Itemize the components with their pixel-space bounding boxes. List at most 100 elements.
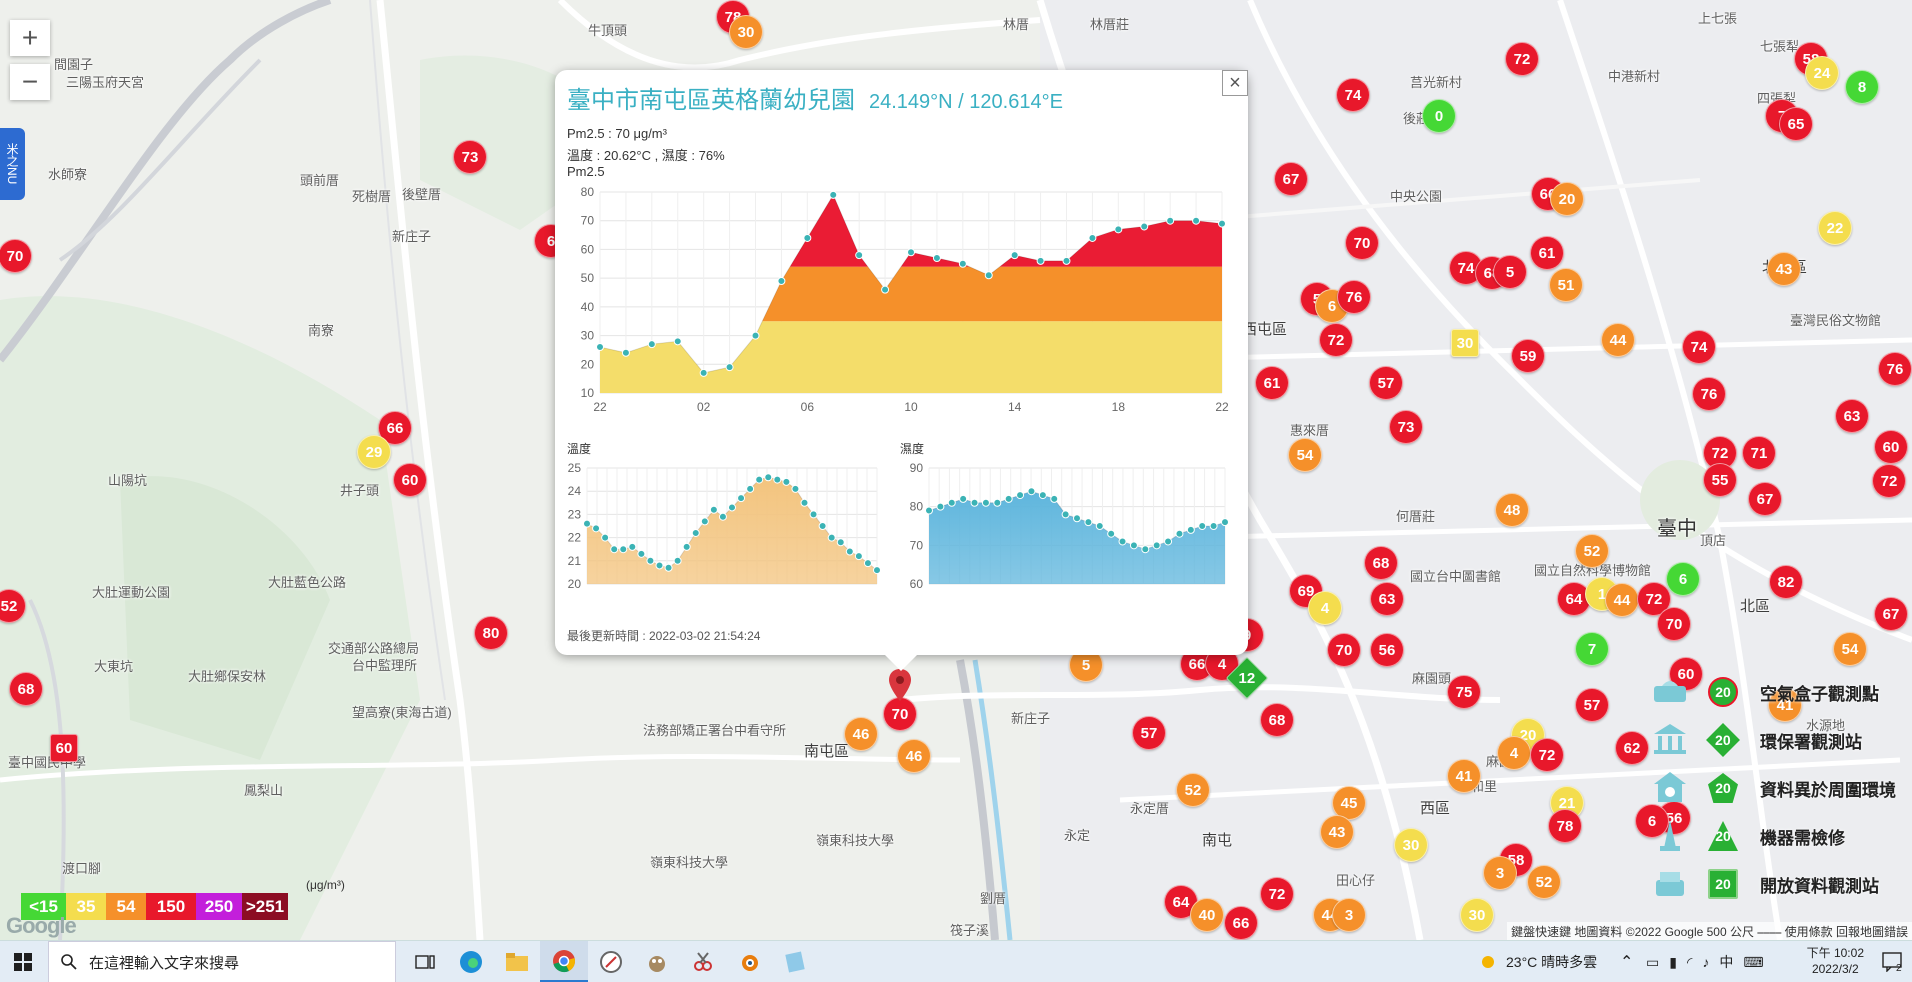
data-point[interactable] <box>592 524 601 533</box>
data-point[interactable] <box>1010 251 1019 260</box>
station-marker[interactable]: 68 <box>1364 546 1398 580</box>
station-marker[interactable]: 74 <box>1682 330 1716 364</box>
data-point[interactable] <box>1107 529 1116 538</box>
station-marker[interactable]: 30 <box>1460 898 1494 932</box>
station-marker[interactable]: 55 <box>1703 463 1737 497</box>
system-clock[interactable]: 下午 10:02 2022/3/2 <box>1807 945 1864 977</box>
legend-row-circle[interactable]: 20 空氣盒子觀測點 <box>1650 674 1910 712</box>
data-point[interactable] <box>881 285 890 294</box>
station-marker[interactable]: 72 <box>1505 42 1539 76</box>
station-marker[interactable]: 44 <box>1601 323 1635 357</box>
station-marker[interactable]: 67 <box>1748 482 1782 516</box>
data-point[interactable] <box>907 248 915 257</box>
station-marker[interactable]: 7 <box>1575 632 1609 666</box>
station-marker[interactable]: 71 <box>1742 436 1776 470</box>
station-marker[interactable]: 41 <box>1447 759 1481 793</box>
data-point[interactable] <box>737 494 746 503</box>
station-marker[interactable]: 51 <box>1549 268 1583 302</box>
data-point[interactable] <box>1198 522 1207 530</box>
station-marker[interactable]: 76 <box>1337 280 1371 314</box>
station-marker[interactable]: 48 <box>1495 493 1529 527</box>
tray-chevron-icon[interactable]: ⌃ <box>1620 954 1634 971</box>
data-point[interactable] <box>700 517 709 526</box>
data-point[interactable] <box>970 498 979 507</box>
data-point[interactable] <box>596 343 604 352</box>
data-point[interactable] <box>1218 219 1226 228</box>
station-marker[interactable]: 52 <box>0 589 26 623</box>
station-marker[interactable]: 57 <box>1132 716 1166 750</box>
station-marker[interactable]: 70 <box>1327 633 1361 667</box>
data-point[interactable] <box>1016 491 1025 500</box>
data-point[interactable] <box>725 363 734 372</box>
station-marker[interactable]: 70 <box>0 239 32 273</box>
data-point[interactable] <box>791 484 800 493</box>
app-icon-2[interactable] <box>634 941 680 982</box>
station-marker[interactable]: 43 <box>1767 252 1801 286</box>
station-marker[interactable]: 73 <box>1389 410 1423 444</box>
data-point[interactable] <box>709 505 718 514</box>
data-point[interactable] <box>993 498 1002 507</box>
station-marker[interactable]: 78 <box>1548 809 1582 843</box>
data-point[interactable] <box>1084 518 1093 527</box>
data-point[interactable] <box>628 542 637 551</box>
data-point[interactable] <box>773 475 782 484</box>
data-point[interactable] <box>1209 522 1218 530</box>
notification-button[interactable]: 2 <box>1882 941 1904 982</box>
data-point[interactable] <box>1166 216 1175 225</box>
station-marker[interactable]: 62 <box>1615 731 1649 765</box>
edge-app[interactable] <box>448 941 494 982</box>
weather-widget[interactable]: 23°C 晴時多雲 <box>1478 941 1597 982</box>
data-point[interactable] <box>621 348 630 357</box>
data-point[interactable] <box>583 519 591 528</box>
data-point[interactable] <box>610 545 619 554</box>
data-point[interactable] <box>925 506 933 515</box>
station-marker[interactable]: 68 <box>9 672 43 706</box>
station-marker[interactable]: 3 <box>1483 856 1517 890</box>
zoom-in-button[interactable]: + <box>10 20 50 56</box>
wifi-icon[interactable]: ◜ <box>1686 953 1693 970</box>
data-point[interactable] <box>932 254 941 263</box>
data-point[interactable] <box>673 337 682 346</box>
data-point[interactable] <box>803 233 812 242</box>
data-point[interactable] <box>691 528 700 537</box>
station-marker[interactable]: 6 <box>1635 804 1669 838</box>
keyboard-icon[interactable]: ⌨ <box>1743 953 1764 970</box>
data-point[interactable] <box>1152 541 1161 550</box>
data-point[interactable] <box>637 549 646 558</box>
station-marker[interactable]: 65 <box>1779 107 1813 141</box>
station-marker[interactable]: 41 <box>1768 688 1802 722</box>
data-point[interactable] <box>718 512 727 521</box>
data-point[interactable] <box>984 271 993 280</box>
station-marker[interactable]: 22 <box>1818 211 1852 245</box>
station-marker[interactable]: 73 <box>453 140 487 174</box>
data-point[interactable] <box>1164 537 1173 546</box>
legend-row-square[interactable]: 20 開放資料觀測站 <box>1650 866 1910 904</box>
data-point[interactable] <box>1036 256 1045 265</box>
station-marker[interactable]: 63 <box>1835 399 1869 433</box>
station-marker[interactable]: 30 <box>1451 329 1479 357</box>
station-marker[interactable]: 70 <box>1345 226 1379 260</box>
app-icon-1[interactable] <box>588 941 634 982</box>
data-point[interactable] <box>873 566 881 575</box>
data-point[interactable] <box>836 538 845 547</box>
data-point[interactable] <box>958 259 967 268</box>
station-marker[interactable]: 29 <box>357 435 391 469</box>
station-marker[interactable]: 63 <box>1370 582 1404 616</box>
data-point[interactable] <box>1221 518 1229 527</box>
data-point[interactable] <box>728 503 736 512</box>
data-point[interactable] <box>845 547 854 556</box>
data-point[interactable] <box>854 552 863 561</box>
data-point[interactable] <box>1050 494 1059 503</box>
legend-row-diamond[interactable]: 20 環保署觀測站 <box>1650 722 1910 760</box>
station-marker[interactable]: 30 <box>1394 828 1428 862</box>
station-marker[interactable]: 3 <box>1332 898 1366 932</box>
station-marker[interactable]: 43 <box>1320 815 1354 849</box>
data-point[interactable] <box>619 545 628 554</box>
station-marker[interactable]: 20 <box>1550 182 1584 216</box>
station-marker[interactable]: 57 <box>1369 366 1403 400</box>
station-marker[interactable]: 72 <box>1530 738 1564 772</box>
station-marker[interactable]: 0 <box>1422 99 1456 133</box>
data-point[interactable] <box>1062 256 1071 265</box>
data-point[interactable] <box>855 251 864 260</box>
station-marker[interactable]: 4 <box>1497 736 1531 770</box>
